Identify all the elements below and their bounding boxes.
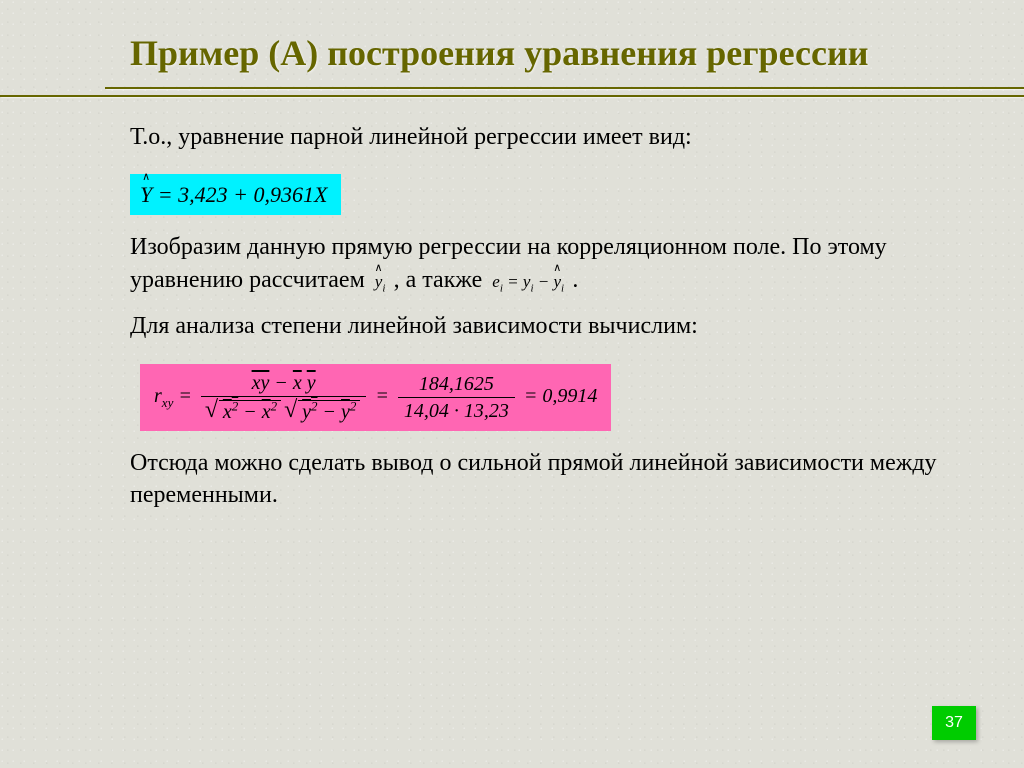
paragraph-2: Изобразим данную прямую регрессии на кор… <box>130 231 964 296</box>
hat-icon: ∧ <box>375 261 383 276</box>
slide-body: Т.о., уравнение парной линейной регресси… <box>0 121 1024 512</box>
paragraph-4: Отсюда можно сделать вывод о сильной пря… <box>130 447 964 512</box>
page-number-badge: 37 <box>932 706 976 740</box>
title-divider <box>0 87 1024 97</box>
paragraph-1: Т.о., уравнение парной линейной регресси… <box>130 121 964 153</box>
slide-title: Пример (А) построения уравнения регресси… <box>130 32 984 75</box>
hat-icon: ∧ <box>142 170 150 185</box>
hat-icon: ∧ <box>553 261 561 276</box>
paragraph-3: Для анализа степени линейной зависимости… <box>130 310 964 342</box>
inline-yhat: ∧yi <box>371 272 394 291</box>
inline-residual: ei = yi − ∧yi <box>488 272 572 291</box>
equation-correlation: rxy = xy − x y x2 − x2 y2 − y2 = 184,162… <box>140 364 611 431</box>
equation-regression: ∧Y = 3,423 + 0,9361X <box>130 174 341 216</box>
